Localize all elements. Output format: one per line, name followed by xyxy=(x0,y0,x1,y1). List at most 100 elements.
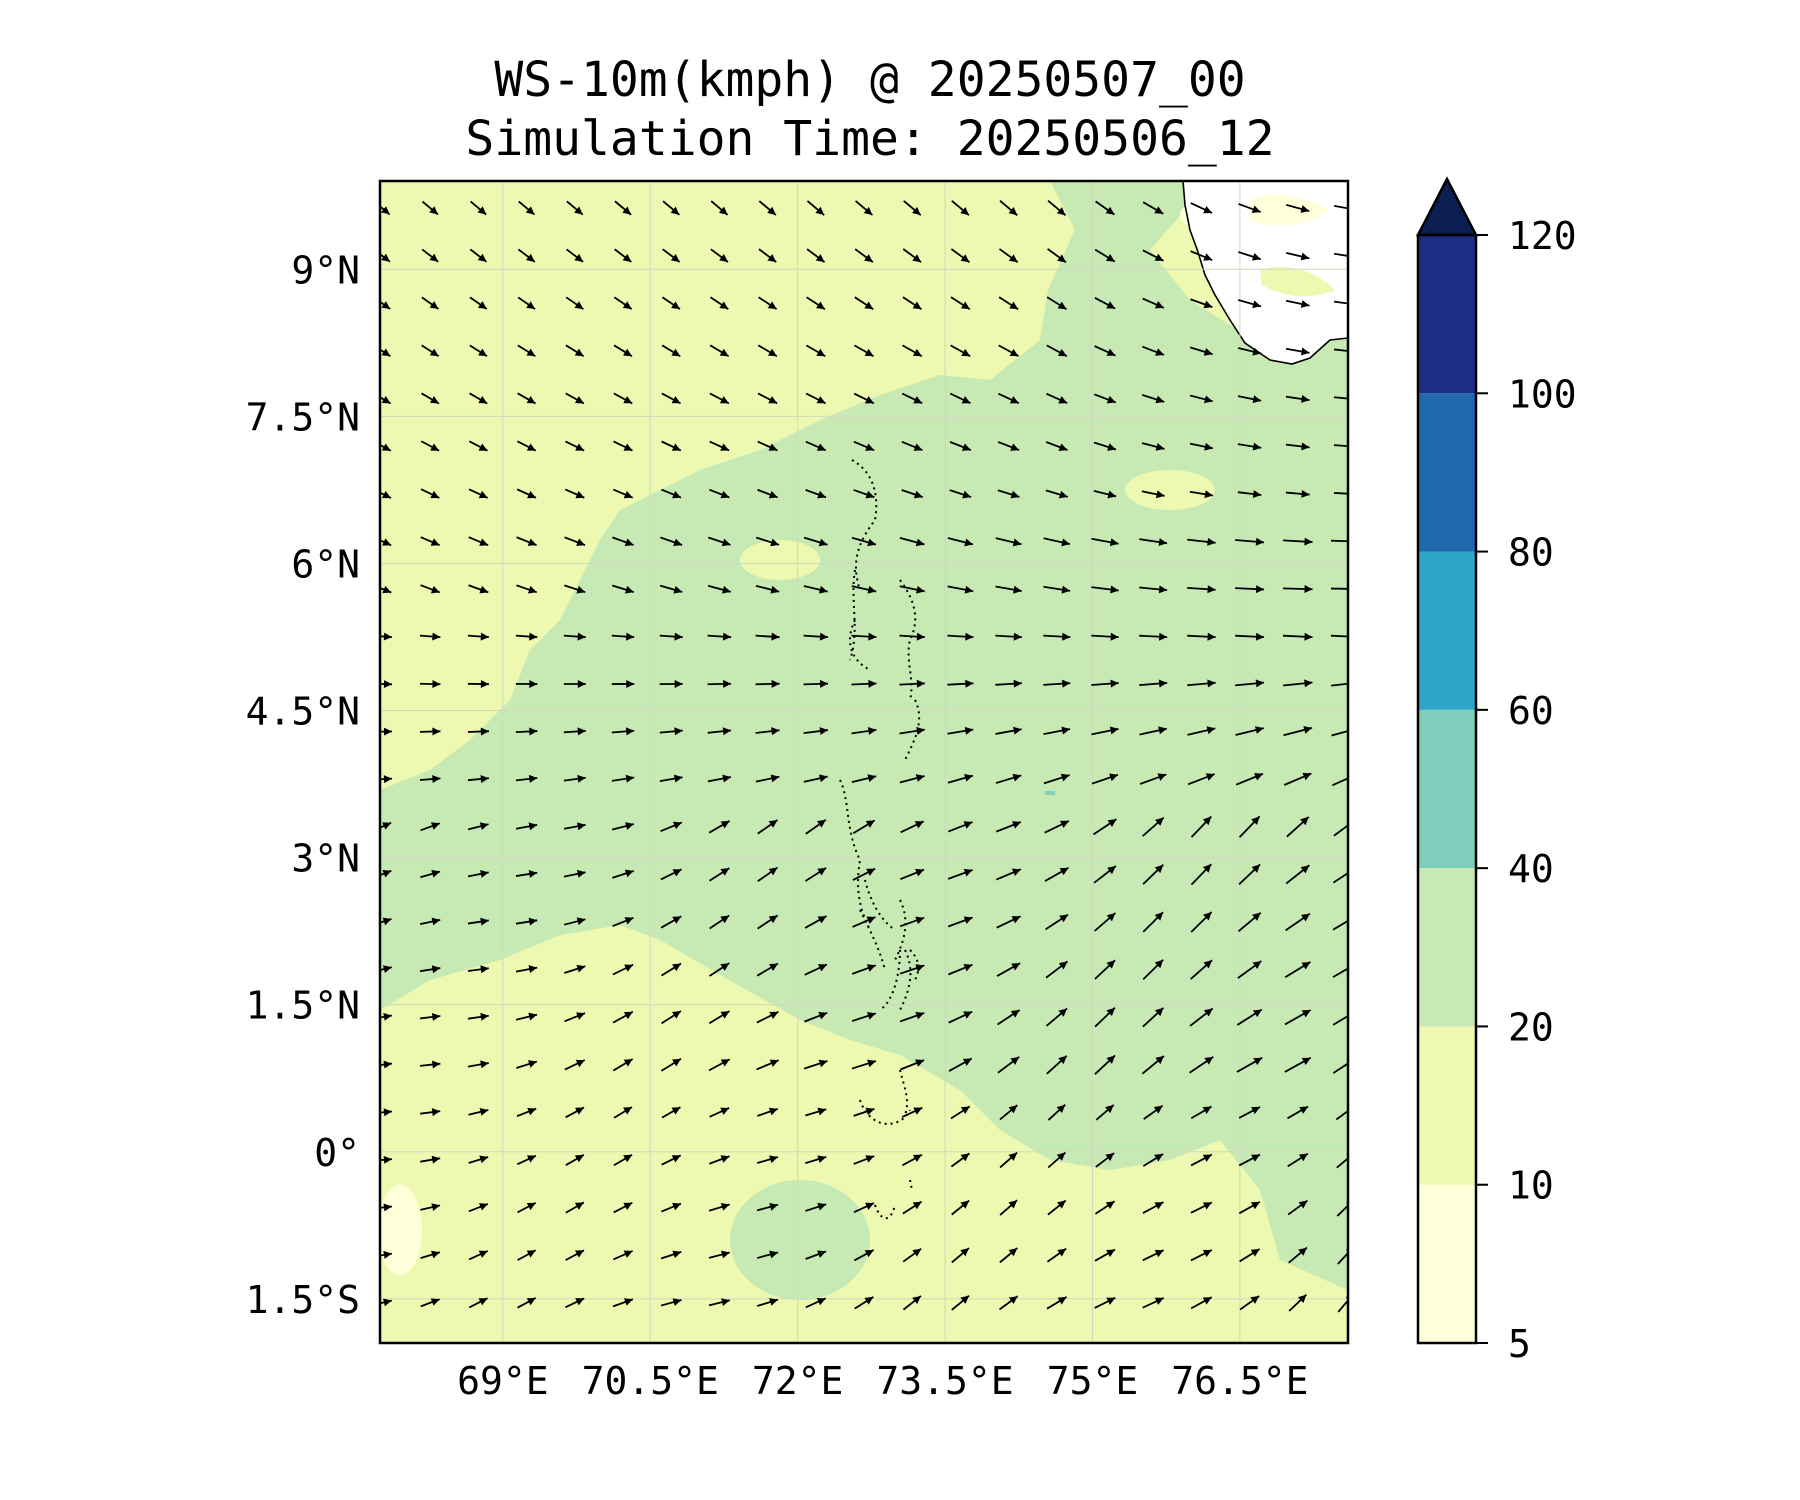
wind-arrow xyxy=(1330,682,1348,687)
lon-tick-label: 76.5°E xyxy=(1171,1359,1308,1403)
wind-arrow-head xyxy=(1059,820,1069,828)
wind-arrow-head xyxy=(526,1297,536,1306)
wind-arrow xyxy=(1046,1247,1067,1263)
wind-arrow xyxy=(899,964,925,975)
wind-arrow xyxy=(1093,489,1117,499)
wind-arrow-head xyxy=(671,301,680,310)
wind-arrow-head xyxy=(1158,585,1168,594)
wind-arrow-head xyxy=(1202,1297,1212,1305)
wind-arrow xyxy=(516,536,537,546)
wind-arrow-head xyxy=(1155,817,1164,826)
wind-arrow xyxy=(999,1151,1018,1169)
wind-arrow xyxy=(612,488,634,499)
wind-arrow-head xyxy=(817,1107,827,1116)
wind-arrow-head xyxy=(1297,1294,1307,1304)
wind-arrow-head xyxy=(429,301,439,310)
wind-arrow-head xyxy=(382,585,392,594)
wind-arrow-head xyxy=(915,774,925,782)
wind-arrow-head xyxy=(1203,395,1213,404)
wind-arrow xyxy=(707,584,731,594)
wind-arrow-head xyxy=(912,348,922,357)
wind-arrow xyxy=(1333,396,1348,400)
wind-arrow-head xyxy=(1009,348,1019,357)
wind-arrow-head xyxy=(383,727,392,736)
speed-patch xyxy=(740,540,820,580)
wind-arrow-head xyxy=(526,253,535,262)
wind-arrow-head xyxy=(1250,1248,1260,1257)
wind-arrow-head xyxy=(912,1295,921,1305)
wind-arrow xyxy=(380,205,391,216)
wind-arrow-head xyxy=(863,206,873,216)
wind-arrow xyxy=(1332,1062,1348,1074)
wind-arrow xyxy=(516,584,538,594)
wind-arrow-head xyxy=(866,868,876,876)
wind-arrow-shaft xyxy=(1333,300,1348,305)
wind-arrow-head xyxy=(1106,1249,1116,1257)
wind-arrow xyxy=(1287,1152,1309,1168)
wind-arrow-head xyxy=(528,1012,538,1021)
wind-arrow-head xyxy=(1350,866,1359,874)
map-subtitle: Simulation Time: 20250506_12 xyxy=(465,111,1275,167)
wind-arrow xyxy=(1190,863,1212,886)
wind-arrow-head xyxy=(431,965,441,974)
wind-arrow-head xyxy=(480,1012,489,1021)
wind-arrow-head xyxy=(1009,301,1019,310)
wind-arrow xyxy=(1139,632,1168,641)
wind-arrow-head xyxy=(478,348,488,357)
wind-arrow xyxy=(949,489,972,499)
wind-arrow xyxy=(1190,202,1213,214)
wind-arrow xyxy=(1235,679,1265,688)
wind-arrow xyxy=(1235,537,1265,546)
wind-arrow-head xyxy=(867,1012,876,1020)
wind-arrow xyxy=(851,1012,877,1022)
lat-tick-label: 9°N xyxy=(291,248,360,292)
wind-arrow-head xyxy=(381,395,391,404)
wind-arrow xyxy=(899,679,925,688)
wind-arrow xyxy=(708,1058,731,1072)
wind-arrow-head xyxy=(865,1202,875,1210)
wind-arrow xyxy=(805,489,827,499)
wind-arrow xyxy=(756,1059,780,1071)
wind-arrow-shaft xyxy=(1332,1014,1348,1026)
wind-arrow-head xyxy=(1155,395,1165,404)
wind-arrow-head xyxy=(670,253,680,262)
wind-arrow xyxy=(995,726,1022,735)
wind-arrow xyxy=(1142,1249,1165,1262)
wind-arrow xyxy=(565,392,585,405)
wind-arrow xyxy=(1043,585,1071,594)
wind-arrow-head xyxy=(623,1059,633,1067)
wind-arrow-head xyxy=(1012,538,1022,547)
wind-arrow-head xyxy=(1252,347,1262,356)
wind-arrow-head xyxy=(577,774,586,783)
wind-arrow xyxy=(804,915,827,929)
wind-arrow xyxy=(1047,1199,1067,1216)
wind-arrow xyxy=(853,1107,875,1117)
wind-arrow-head xyxy=(1109,773,1119,782)
wind-arrow xyxy=(565,296,584,310)
wind-arrow xyxy=(1283,537,1313,546)
wind-arrow-head xyxy=(864,1249,874,1258)
wind-arrow-head xyxy=(1106,1297,1116,1305)
wind-arrow-head xyxy=(963,868,973,877)
wind-arrow-head xyxy=(382,869,392,878)
wind-arrow xyxy=(1142,1007,1165,1028)
lat-tick-label: 1.5°N xyxy=(246,984,360,1028)
wind-arrow xyxy=(1239,1295,1260,1311)
wind-arrow xyxy=(756,1203,779,1212)
wind-arrow xyxy=(1235,632,1265,641)
wind-arrow xyxy=(1334,205,1358,213)
wind-arrow xyxy=(1235,585,1265,594)
wind-arrow-head xyxy=(912,301,922,310)
wind-arrow xyxy=(901,440,923,452)
wind-arrow-head xyxy=(1155,443,1165,451)
wind-arrow xyxy=(467,917,489,926)
wind-arrow xyxy=(1094,248,1116,263)
wind-arrow xyxy=(564,1012,586,1023)
wind-arrow-head xyxy=(817,1155,827,1164)
wind-arrow-head xyxy=(915,538,925,547)
wind-arrow xyxy=(1187,537,1216,546)
wind-arrow-head xyxy=(1349,205,1358,213)
wind-arrow-head xyxy=(1106,348,1116,356)
wind-arrow xyxy=(1044,866,1069,882)
wind-arrow-head xyxy=(1155,1055,1165,1065)
